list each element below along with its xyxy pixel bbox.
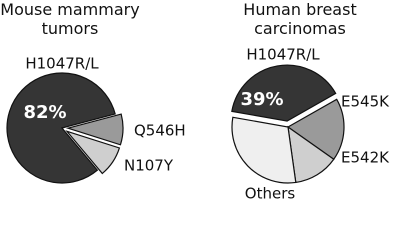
chart-title: Mouse mammary tumors bbox=[0, 0, 140, 38]
value-label: 39% bbox=[240, 89, 283, 110]
pie-slice bbox=[65, 130, 121, 175]
pie-slice bbox=[65, 113, 124, 146]
slice-label: Others bbox=[245, 185, 296, 203]
slice-label: N107Y bbox=[124, 157, 174, 175]
chart: H1047R/L Q546H N107Y 82% H1047R/L E545K E542K O… bbox=[6, 46, 390, 203]
page: {"chart_data": [ {"type": "pie", "title"… bbox=[0, 0, 391, 203]
value-label: 82% bbox=[23, 102, 66, 123]
pie-slice bbox=[231, 116, 297, 184]
pie-slice bbox=[231, 64, 337, 122]
slice-label: E545K bbox=[341, 93, 390, 111]
slice-label: H1047R/L bbox=[25, 55, 99, 73]
chart-title: Human breast carcinomas bbox=[243, 0, 357, 38]
slice-label: E542K bbox=[341, 149, 390, 167]
pie-slice bbox=[6, 72, 116, 184]
slice-label: H1047R/L bbox=[246, 46, 320, 64]
pie-slice bbox=[286, 98, 345, 161]
slice-label: Q546H bbox=[134, 122, 186, 140]
